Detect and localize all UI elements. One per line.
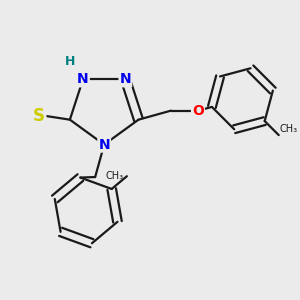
Text: N: N: [77, 72, 89, 86]
Text: N: N: [98, 138, 110, 152]
Text: H: H: [65, 55, 76, 68]
Text: N: N: [120, 72, 131, 86]
Text: CH₃: CH₃: [280, 124, 298, 134]
Text: CH₃: CH₃: [105, 171, 123, 181]
Text: S: S: [33, 107, 45, 125]
Text: O: O: [192, 104, 204, 118]
